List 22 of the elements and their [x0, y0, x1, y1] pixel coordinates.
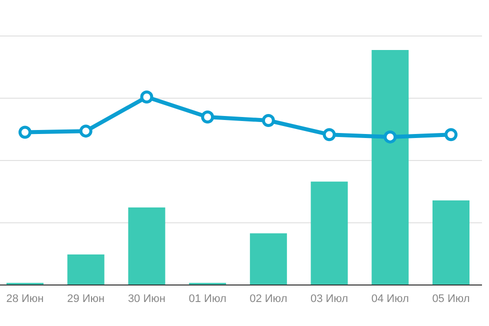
x-tick-label: 04 Июл — [371, 293, 409, 305]
bar — [128, 207, 166, 285]
x-tick-label: 30 Июн — [128, 293, 166, 305]
bar — [432, 200, 470, 285]
bar — [310, 182, 348, 285]
x-tick-label: 05 Июл — [432, 293, 470, 305]
x-tick-label: 03 Июл — [310, 293, 348, 305]
bar — [67, 254, 104, 285]
point — [262, 114, 275, 127]
point — [18, 126, 32, 139]
x-tick-label: 02 Июл — [250, 293, 288, 305]
x-tick-label: 28 Июн — [6, 293, 44, 305]
point — [79, 124, 92, 138]
point — [322, 128, 336, 142]
point — [384, 130, 397, 144]
x-tick-label: 29 Июн — [67, 293, 105, 305]
point — [444, 128, 458, 142]
x-tick-label: 01 Июл — [188, 293, 226, 305]
point — [201, 110, 214, 124]
point — [140, 90, 154, 104]
bar — [372, 50, 409, 285]
bar — [250, 233, 287, 285]
